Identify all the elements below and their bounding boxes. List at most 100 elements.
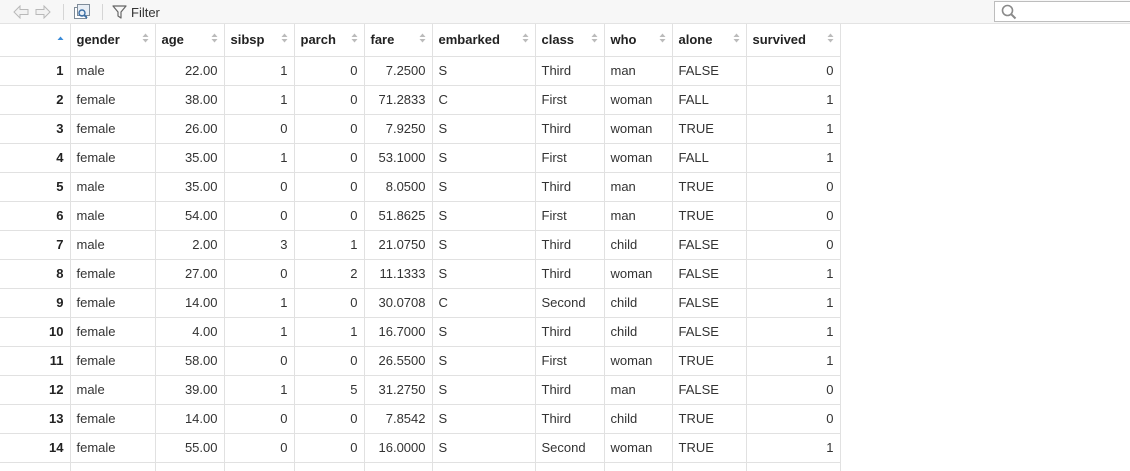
table-row[interactable]: 2 female 38.00 1 0 71.2833 C First woman FALL 1 [0,85,841,115]
table-row[interactable]: 6 male 54.00 0 0 51.8625 S First man TRUE 0 [0,201,841,231]
forward-button[interactable] [34,3,52,21]
cell-fare: 51.8625 [364,201,433,231]
cell-sibsp: 1 [224,143,295,173]
cell-who: woman [604,114,673,144]
empty-cell [364,462,433,471]
cell-survived: 0 [746,172,841,202]
row-number: 5 [0,172,71,202]
row-number: 11 [0,346,71,376]
table-row[interactable]: 11 female 58.00 0 0 26.5500 S First woman TRUE 1 [0,346,841,376]
row-number: 8 [0,259,71,289]
column-header-fare[interactable]: fare [364,24,433,57]
cell-parch: 5 [294,375,365,405]
table-row[interactable]: 14 female 55.00 0 0 16.0000 S Second woman TRUE 1 [0,433,841,463]
show-in-new-window-button[interactable] [72,3,92,21]
table-row[interactable]: 13 female 14.00 0 0 7.8542 S Third child TRUE 0 [0,404,841,434]
toolbar-divider [63,4,64,20]
sort-icon [142,33,148,43]
cell-survived: 1 [746,317,841,347]
column-header-label: fare [370,32,395,48]
filter-button[interactable]: Filter [112,2,160,22]
column-header-alone[interactable]: alone [672,24,747,57]
cell-survived: 1 [746,433,841,463]
cell-gender: female [70,85,156,115]
cell-age: 35.00 [155,172,225,202]
column-header-embarked[interactable]: embarked [432,24,536,57]
table-row[interactable]: 5 male 35.00 0 0 8.0500 S Third man TRUE 0 [0,172,841,202]
row-number: 10 [0,317,71,347]
cell-parch: 0 [294,85,365,115]
cell-embarked: S [432,143,536,173]
back-button[interactable] [12,3,30,21]
cell-who: man [604,201,673,231]
cell-sibsp: 0 [224,404,295,434]
table-row[interactable]: 10 female 4.00 1 1 16.7000 S Third child FALSE 1 [0,317,841,347]
cell-embarked: S [432,317,536,347]
cell-class: Second [535,288,605,318]
sort-ascending-icon [57,36,63,40]
search-input[interactable] [1019,3,1129,20]
cell-age: 26.00 [155,114,225,144]
cell-fare: 21.0750 [364,230,433,260]
column-header-label: gender [76,32,120,48]
row-number-header[interactable] [0,24,71,57]
cell-who: man [604,56,673,86]
filter-icon [112,5,127,19]
cell-alone: FALSE [672,56,747,86]
new-window-icon [74,4,90,19]
cell-fare: 26.5500 [364,346,433,376]
cell-alone: FALSE [672,317,747,347]
cell-class: Third [535,230,605,260]
cell-gender: female [70,317,156,347]
table-row[interactable]: 3 female 26.00 0 0 7.9250 S Third woman TRUE 1 [0,114,841,144]
column-header-sibsp[interactable]: sibsp [224,24,295,57]
table-row[interactable]: 4 female 35.00 1 0 53.1000 S First woman FALL 1 [0,143,841,173]
row-number: 14 [0,433,71,463]
cell-alone: TRUE [672,201,747,231]
empty-cell [155,462,225,471]
column-header-who[interactable]: who [604,24,673,57]
cell-age: 55.00 [155,433,225,463]
cell-parch: 0 [294,404,365,434]
cell-sibsp: 1 [224,375,295,405]
empty-cell [432,462,536,471]
empty-cell [70,462,156,471]
column-header-parch[interactable]: parch [294,24,365,57]
cell-fare: 11.1333 [364,259,433,289]
data-grid: gender age sibsp parch fare embarked class who a… [0,24,841,471]
cell-sibsp: 1 [224,56,295,86]
column-header-survived[interactable]: survived [746,24,841,57]
cell-class: Third [535,404,605,434]
table-row[interactable]: 8 female 27.00 0 2 11.1333 S Third woman FALSE 1 [0,259,841,289]
table-row[interactable]: 7 male 2.00 3 1 21.0750 S Third child FALSE 0 [0,230,841,260]
cell-age: 27.00 [155,259,225,289]
cell-who: woman [604,433,673,463]
row-number: 4 [0,143,71,173]
cell-who: man [604,172,673,202]
table-body: 1 male 22.00 1 0 7.2500 S Third man FALSE 0 2 female… [0,56,841,471]
cell-embarked: S [432,433,536,463]
cell-who: child [604,288,673,318]
column-header-age[interactable]: age [155,24,225,57]
search-field[interactable] [994,1,1130,22]
column-header-label: embarked [438,32,500,48]
cell-gender: male [70,375,156,405]
cell-gender: female [70,288,156,318]
cell-fare: 71.2833 [364,85,433,115]
cell-parch: 0 [294,143,365,173]
header-row: gender age sibsp parch fare embarked class who a… [0,24,841,57]
row-number: 13 [0,404,71,434]
row-number: 1 [0,56,71,86]
table-row[interactable]: 9 female 14.00 1 0 30.0708 C Second child FALSE 1 [0,288,841,318]
table-row[interactable]: 12 male 39.00 1 5 31.2750 S Third man FALSE 0 [0,375,841,405]
column-header-gender[interactable]: gender [70,24,156,57]
table-row[interactable]: 1 male 22.00 1 0 7.2500 S Third man FALSE 0 [0,56,841,86]
cell-parch: 1 [294,230,365,260]
cell-alone: FALSE [672,288,747,318]
cell-age: 14.00 [155,288,225,318]
cell-survived: 1 [746,346,841,376]
cell-survived: 1 [746,85,841,115]
cell-who: woman [604,346,673,376]
cell-parch: 0 [294,56,365,86]
column-header-class[interactable]: class [535,24,605,57]
